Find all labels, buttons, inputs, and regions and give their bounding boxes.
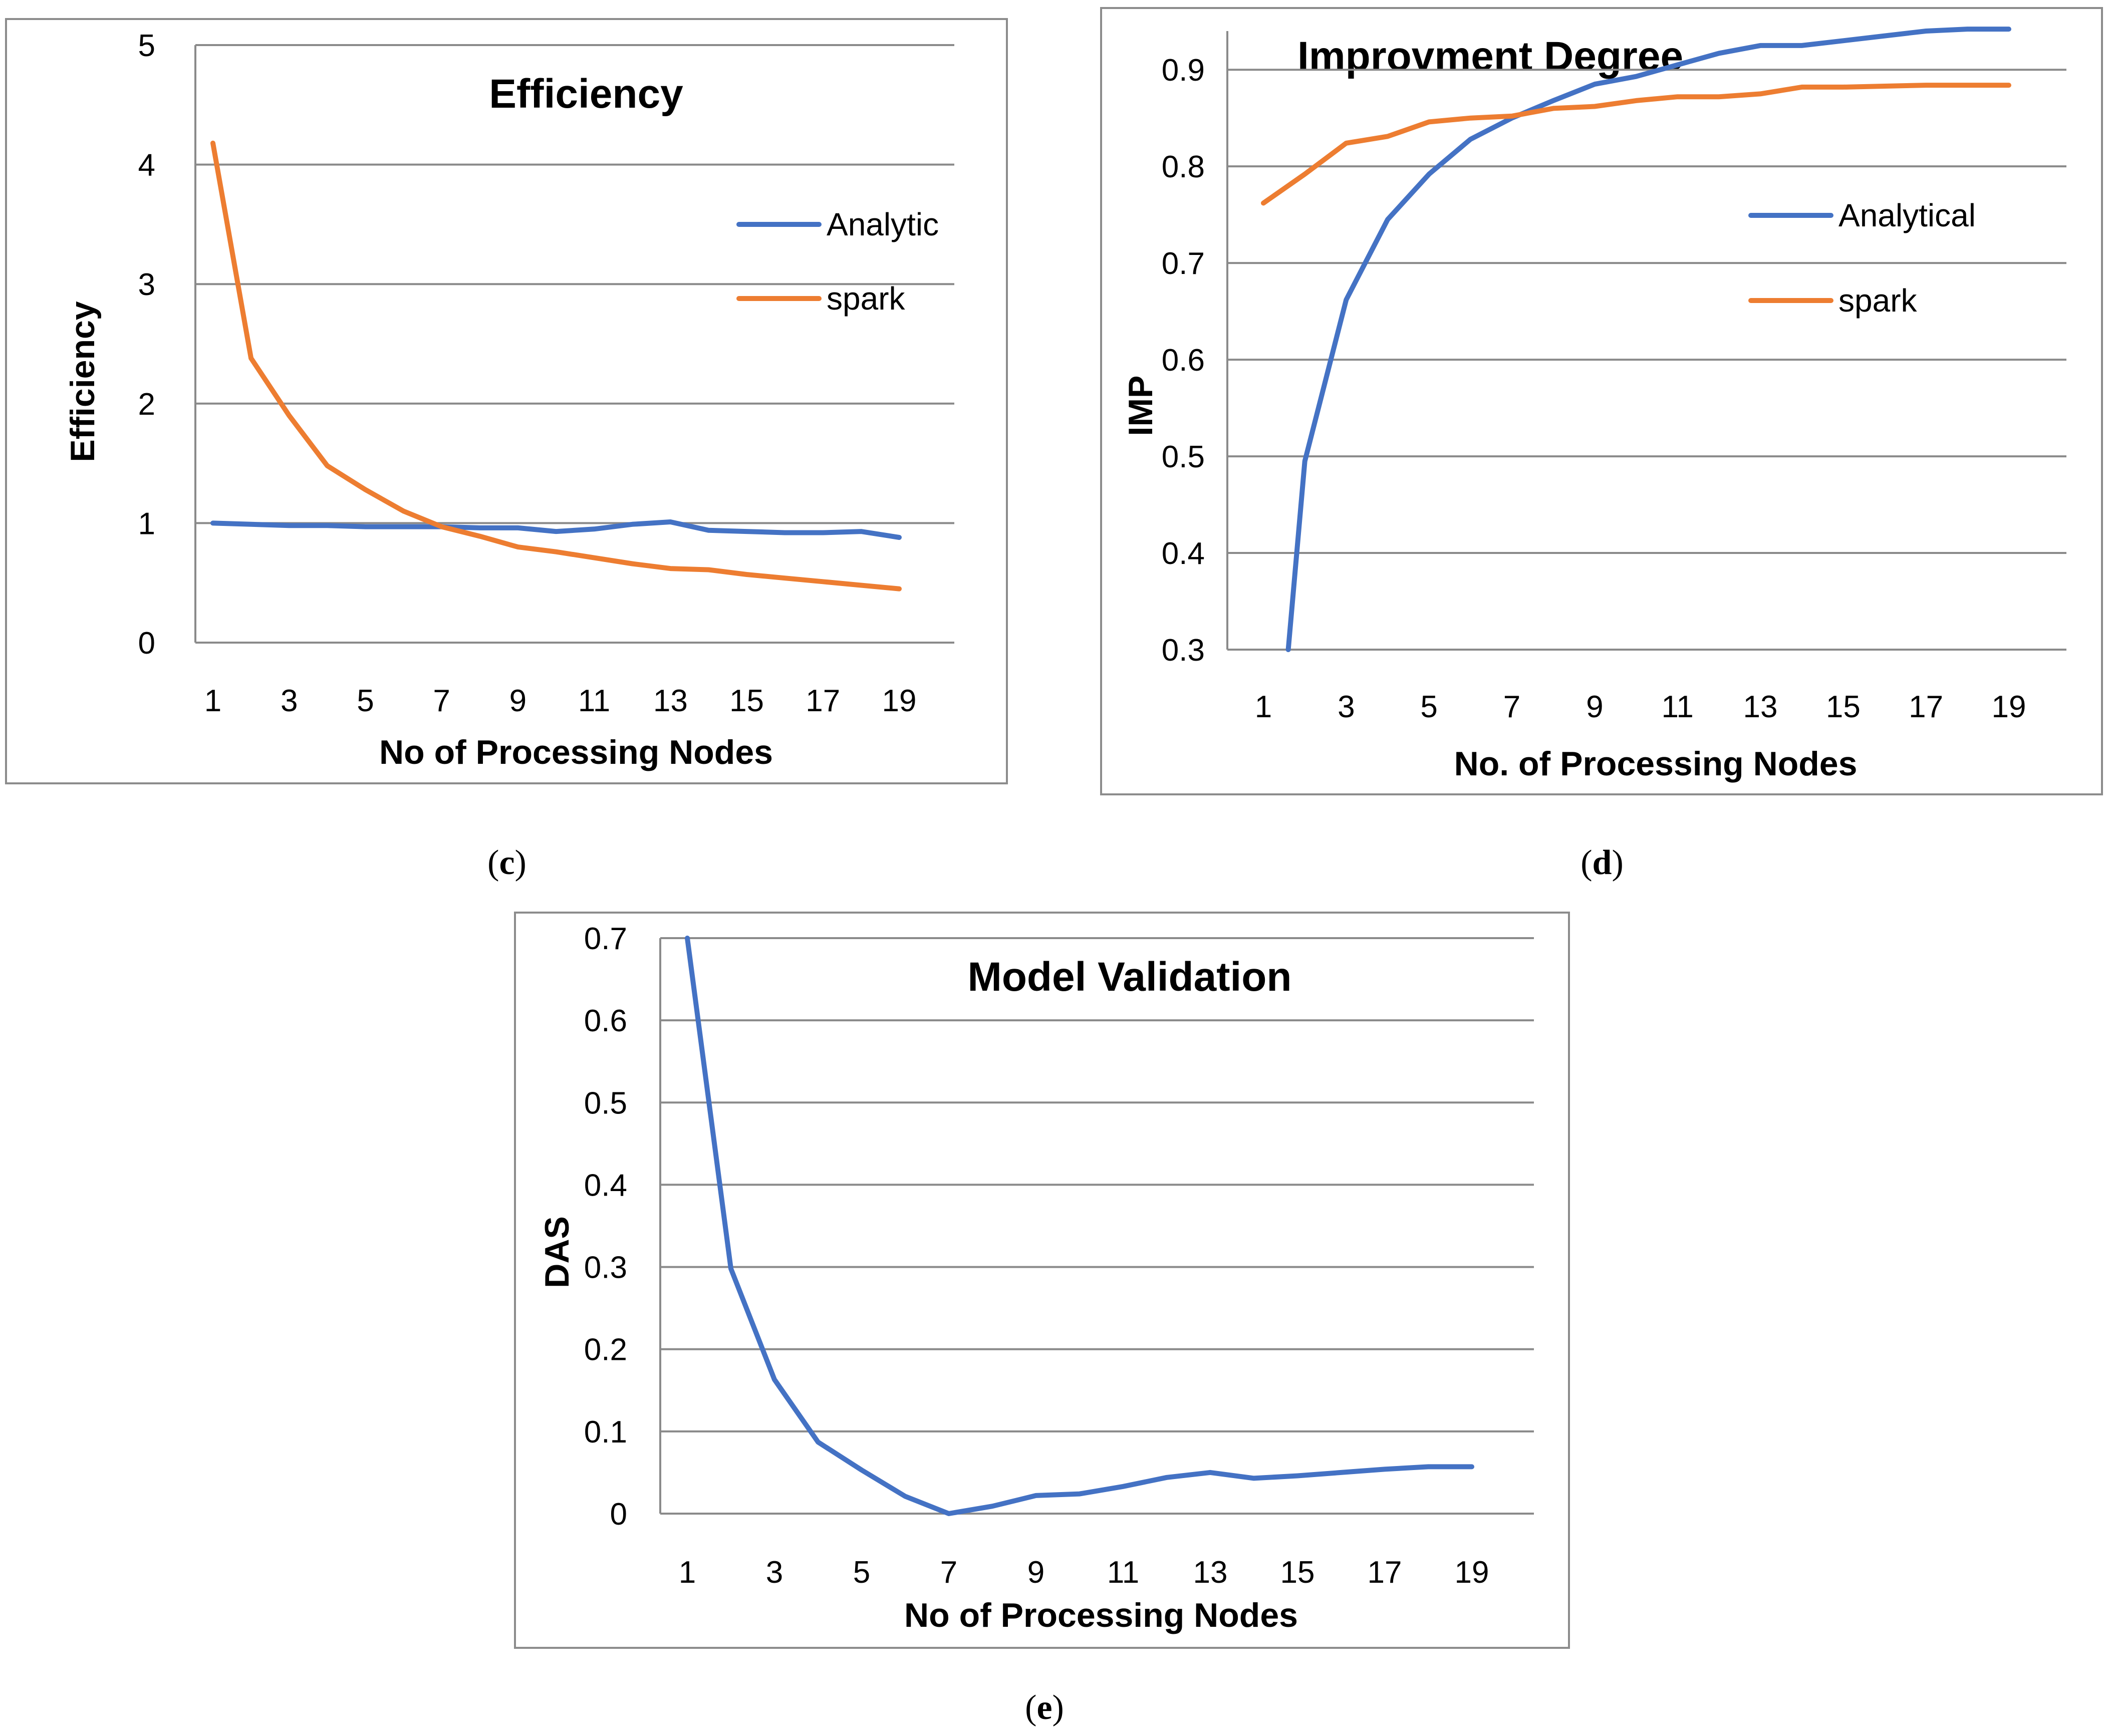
improvement-degree-chart: Improvment Degree No. of Processing Node…: [1100, 7, 2103, 882]
efficiency-chart: Efficiency No of Processing Nodes Effici…: [5, 18, 1008, 882]
x-tick-label: 11: [578, 684, 610, 718]
x-tick-label: 11: [1661, 690, 1693, 724]
series-line-spark: [210, 140, 902, 592]
x-tick-label: 5: [1420, 690, 1437, 724]
y-tick-label: 0.3: [1162, 633, 1205, 668]
x-tick-label: 9: [1027, 1555, 1044, 1590]
y-tick-label: 0.8: [1162, 150, 1205, 184]
y-tick-label: 1: [138, 506, 155, 541]
y-tick-label: 0: [610, 1497, 627, 1532]
y-tick-label: 0.6: [584, 1004, 627, 1038]
y-axis-label: IMP: [1122, 376, 1160, 436]
plot-area: 00.10.20.30.40.50.60.71 3 5 7 9 11 13 15 17 19: [584, 922, 1534, 1590]
series-line-analytical: [1285, 27, 2011, 652]
y-tick-label: 0: [138, 626, 155, 661]
x-tick-label: 15: [1280, 1555, 1315, 1590]
legend: Analytic spark: [736, 206, 939, 317]
x-tick-label: 17: [1368, 1555, 1402, 1590]
x-tick-label: 17: [1909, 690, 1943, 724]
x-tick-label: 3: [766, 1555, 783, 1590]
x-axis-label: No. of Processing Nodes: [1454, 745, 1858, 783]
y-tick-label: 0.1: [584, 1415, 627, 1450]
legend-label-analytical: Analytical: [1838, 197, 1976, 233]
series-line-das: [685, 936, 1474, 1516]
y-axis-label: Efficiency: [64, 301, 102, 462]
x-tick-label: 5: [357, 684, 374, 718]
chart-title: Efficiency: [489, 71, 683, 117]
caption-d: (d): [1580, 843, 1624, 882]
x-axis-label: No of Processing Nodes: [904, 1596, 1298, 1634]
x-tick-label: 5: [853, 1555, 870, 1590]
chart-frame: [1100, 7, 2103, 795]
y-tick-label: 0.7: [1162, 246, 1205, 281]
x-tick-label: 3: [281, 684, 298, 718]
y-tick-label: 0.6: [1162, 343, 1205, 378]
chart-title: Model Validation: [968, 954, 1292, 1000]
caption-e: (e): [1025, 1688, 1064, 1727]
y-tick-label: 0.4: [1162, 536, 1205, 571]
x-tick-label: 13: [1743, 690, 1778, 724]
y-axis-label: DAS: [538, 1216, 576, 1288]
legend-label-spark: spark: [1838, 282, 1918, 319]
x-tick-label: 17: [806, 684, 840, 718]
chart-frame: [5, 18, 1008, 784]
y-tick-label: 0.2: [584, 1333, 627, 1367]
chart-title: Improvment Degree: [1297, 34, 1683, 79]
x-tick-label: 11: [1107, 1555, 1139, 1590]
y-tick-label: 5: [138, 29, 155, 63]
x-tick-label: 1: [679, 1555, 696, 1590]
y-tick-label: 4: [138, 148, 155, 183]
x-tick-label: 19: [1992, 690, 2026, 724]
x-tick-label: 13: [1193, 1555, 1228, 1590]
x-tick-label: 15: [1826, 690, 1861, 724]
legend-label-spark: spark: [827, 280, 906, 317]
y-tick-label: 0.5: [584, 1086, 627, 1120]
y-tick-label: 0.5: [1162, 440, 1205, 474]
x-tick-label: 13: [653, 684, 688, 718]
y-tick-label: 0.4: [584, 1168, 627, 1203]
x-tick-label: 15: [729, 684, 764, 718]
x-tick-label: 7: [1503, 690, 1520, 724]
x-axis-label: No of Processing Nodes: [379, 733, 773, 771]
x-tick-label: 19: [882, 684, 917, 718]
y-tick-label: 0.3: [584, 1251, 627, 1285]
chart-frame: [514, 912, 1570, 1649]
x-tick-label: 3: [1338, 690, 1355, 724]
x-tick-label: 9: [509, 684, 526, 718]
y-tick-label: 0.7: [584, 922, 627, 956]
legend: Analytical spark: [1748, 197, 1976, 319]
x-tick-label: 19: [1455, 1555, 1489, 1590]
plot-area: 0.30.40.50.60.70.80.91 3 5 7 9 11 13 15 17 19: [1162, 27, 2066, 724]
series-line-spark: [1261, 83, 2011, 206]
x-tick-label: 1: [1255, 690, 1272, 724]
x-tick-label: 9: [1586, 690, 1603, 724]
y-tick-label: 0.9: [1162, 53, 1205, 88]
y-tick-label: 2: [138, 387, 155, 422]
legend-label-analytic: Analytic: [827, 206, 939, 242]
x-tick-label: 1: [204, 684, 221, 718]
caption-c: (c): [487, 843, 526, 882]
series-line-analytic: [210, 519, 902, 540]
x-tick-label: 7: [433, 684, 450, 718]
model-validation-chart: Model Validation No of Processing Nodes …: [514, 912, 1570, 1727]
x-tick-label: 7: [940, 1555, 957, 1590]
y-tick-label: 3: [138, 267, 155, 302]
